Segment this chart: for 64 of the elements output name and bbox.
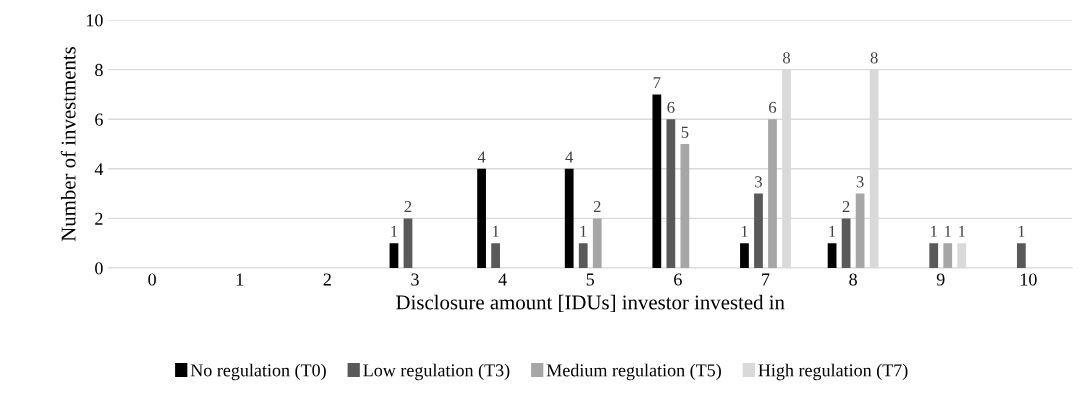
- y-tick-label: 2: [95, 212, 103, 225]
- data-label: 1: [580, 225, 587, 237]
- x-tick-label: 2: [323, 273, 331, 286]
- legend-label: Medium regulation (T5): [546, 363, 721, 381]
- data-label: 4: [565, 151, 574, 163]
- bar: [929, 243, 939, 268]
- bar: [768, 119, 777, 268]
- data-label: 1: [945, 225, 951, 237]
- bar: [680, 144, 690, 268]
- y-tick-label: 4: [94, 163, 104, 176]
- legend-label: High regulation (T7): [758, 363, 908, 381]
- x-tick-label: 3: [411, 273, 419, 286]
- data-label: 2: [593, 201, 601, 213]
- bar: [827, 243, 837, 268]
- data-label: 8: [870, 52, 878, 64]
- legend-label: No regulation (T0): [190, 363, 326, 381]
- bar: [740, 243, 749, 268]
- x-tick-label: 10: [1020, 273, 1037, 286]
- x-tick-label: 9: [936, 273, 945, 286]
- data-label: 1: [1018, 225, 1025, 237]
- bar: [403, 218, 413, 268]
- x-tick-label: 4: [498, 273, 507, 286]
- bar: [754, 193, 763, 268]
- x-tick-label: 8: [849, 273, 857, 286]
- data-label: 1: [829, 225, 836, 237]
- y-tick-label: 0: [95, 262, 103, 275]
- x-tick-label: 1: [236, 273, 244, 286]
- data-label: 1: [492, 225, 499, 237]
- x-tick-label: 5: [586, 273, 595, 286]
- bar: [592, 218, 602, 268]
- bar: [855, 193, 865, 268]
- x-tick-label: 0: [148, 273, 156, 286]
- bar: [1016, 243, 1026, 268]
- data-label: 3: [755, 176, 762, 188]
- y-tick-label: 10: [86, 14, 103, 27]
- data-label: 4: [477, 151, 486, 163]
- bar: [652, 94, 662, 268]
- data-label: 5: [681, 126, 689, 138]
- data-label: 1: [959, 225, 965, 237]
- bar: [491, 243, 500, 268]
- bar: [943, 243, 953, 268]
- x-axis-title: Disclosure amount [IDUs] investor invested in: [396, 294, 785, 313]
- x-tick-label: 6: [674, 273, 682, 286]
- x-tick-label: 7: [762, 273, 770, 286]
- y-axis-title: Number of investments: [60, 46, 76, 242]
- bar: [389, 243, 399, 268]
- data-label: 6: [769, 101, 777, 114]
- data-label: 1: [931, 225, 937, 237]
- data-label: 3: [856, 176, 864, 188]
- bar: [477, 168, 486, 268]
- data-label: 2: [404, 201, 412, 213]
- data-label: 6: [667, 101, 675, 114]
- data-label: 1: [741, 225, 748, 237]
- bar: [666, 119, 676, 268]
- bar: [578, 243, 588, 268]
- y-tick-label: 8: [95, 63, 103, 77]
- legend-label: Low regulation (T3): [363, 363, 510, 381]
- bar: [564, 168, 574, 268]
- data-label: 7: [653, 77, 661, 89]
- y-tick-label: 6: [95, 113, 103, 126]
- data-label: 1: [391, 225, 398, 237]
- data-label: 8: [782, 52, 791, 64]
- bar: [841, 218, 851, 268]
- data-label: 2: [842, 201, 850, 213]
